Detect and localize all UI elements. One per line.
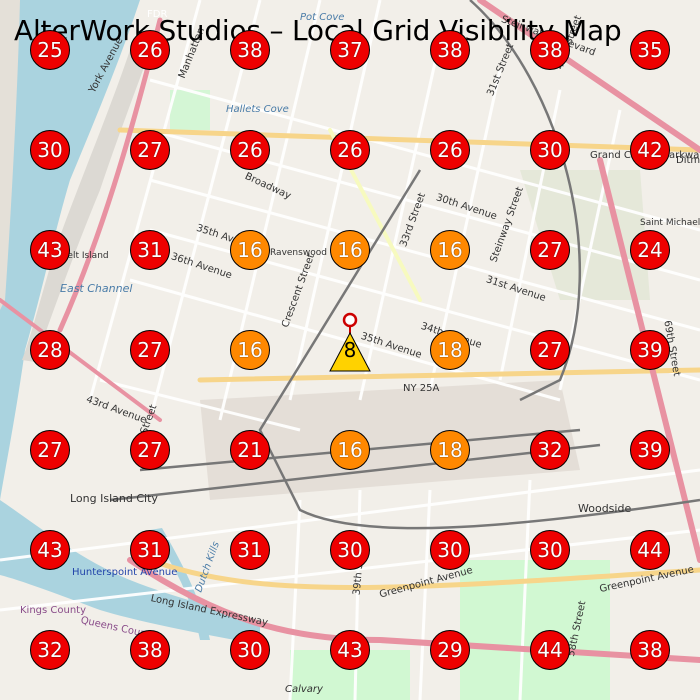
map-label: Hunterspoint Avenue — [72, 567, 177, 578]
grid-marker[interactable]: 26 — [130, 30, 170, 70]
grid-marker[interactable]: 27 — [530, 330, 570, 370]
grid-marker[interactable]: 30 — [30, 130, 70, 170]
grid-marker[interactable]: 32 — [530, 430, 570, 470]
grid-marker[interactable]: 30 — [430, 530, 470, 570]
grid-marker[interactable]: 44 — [530, 630, 570, 670]
grid-marker[interactable]: 27 — [130, 330, 170, 370]
grid-marker[interactable]: 31 — [130, 530, 170, 570]
grid-marker[interactable]: 27 — [530, 230, 570, 270]
map-label: Hallets Cove — [226, 104, 289, 115]
grid-marker[interactable]: 43 — [330, 630, 370, 670]
grid-marker[interactable]: 18 — [430, 330, 470, 370]
grid-marker[interactable]: 18 — [430, 430, 470, 470]
grid-marker[interactable]: 37 — [330, 30, 370, 70]
grid-marker[interactable]: 38 — [130, 630, 170, 670]
grid-marker[interactable]: 28 — [30, 330, 70, 370]
grid-marker[interactable]: 39 — [630, 430, 670, 470]
grid-marker[interactable]: 26 — [330, 130, 370, 170]
map-label: Ditmars — [676, 155, 700, 166]
grid-marker[interactable]: 16 — [330, 230, 370, 270]
grid-marker[interactable]: 27 — [130, 430, 170, 470]
map-label: FDR — [147, 9, 167, 20]
grid-marker[interactable]: 29 — [430, 630, 470, 670]
map-label: NY 25A — [403, 383, 439, 394]
grid-marker[interactable]: 42 — [630, 130, 670, 170]
map-label: Saint Michael's — [640, 218, 700, 228]
roosevelt-island — [22, 50, 150, 362]
station-marker[interactable] — [329, 312, 371, 372]
grid-marker[interactable]: 43 — [30, 230, 70, 270]
grid-marker[interactable]: 43 — [30, 530, 70, 570]
map-title: AlterWork Studios – Local Grid Visibilit… — [14, 14, 622, 47]
grid-marker[interactable]: 35 — [630, 30, 670, 70]
grid-marker[interactable]: 39 — [630, 330, 670, 370]
grid-marker[interactable]: 27 — [30, 430, 70, 470]
grid-marker[interactable]: 31 — [230, 530, 270, 570]
grid-marker[interactable]: 25 — [30, 30, 70, 70]
map-label: Woodside — [578, 502, 631, 515]
map-label: Long Island City — [70, 492, 158, 505]
grid-marker[interactable]: 38 — [430, 30, 470, 70]
grid-marker[interactable]: 21 — [230, 430, 270, 470]
east-river — [0, 0, 140, 500]
grid-marker[interactable]: 16 — [230, 230, 270, 270]
map-label: Kings County — [20, 605, 86, 616]
grid-marker[interactable]: 26 — [430, 130, 470, 170]
station-pin-icon — [342, 312, 358, 328]
map-label: Calvary — [285, 684, 324, 695]
grid-marker[interactable]: 32 — [30, 630, 70, 670]
grid-marker[interactable]: 30 — [230, 630, 270, 670]
warning-triangle-icon — [329, 331, 371, 372]
grid-marker[interactable]: 26 — [230, 130, 270, 170]
map-label: Pot Cove — [300, 12, 344, 23]
grid-marker[interactable]: 38 — [530, 30, 570, 70]
grid-marker[interactable]: 30 — [330, 530, 370, 570]
grid-marker[interactable]: 24 — [630, 230, 670, 270]
grid-marker[interactable]: 44 — [630, 530, 670, 570]
grid-marker[interactable]: 30 — [530, 530, 570, 570]
map-label: Ravenswood Houses — [270, 248, 363, 258]
grid-marker[interactable]: 31 — [130, 230, 170, 270]
grid-marker[interactable]: 27 — [130, 130, 170, 170]
map-label: Roosevelt Island — [35, 251, 109, 261]
grid-marker[interactable]: 38 — [230, 30, 270, 70]
grid-marker[interactable]: 16 — [230, 330, 270, 370]
grid-marker[interactable]: 16 — [330, 430, 370, 470]
grid-marker[interactable]: 8 — [343, 338, 357, 362]
map-label: East Channel — [60, 282, 132, 295]
grid-marker[interactable]: 38 — [630, 630, 670, 670]
grid-marker[interactable]: 16 — [430, 230, 470, 270]
grid-marker[interactable]: 30 — [530, 130, 570, 170]
